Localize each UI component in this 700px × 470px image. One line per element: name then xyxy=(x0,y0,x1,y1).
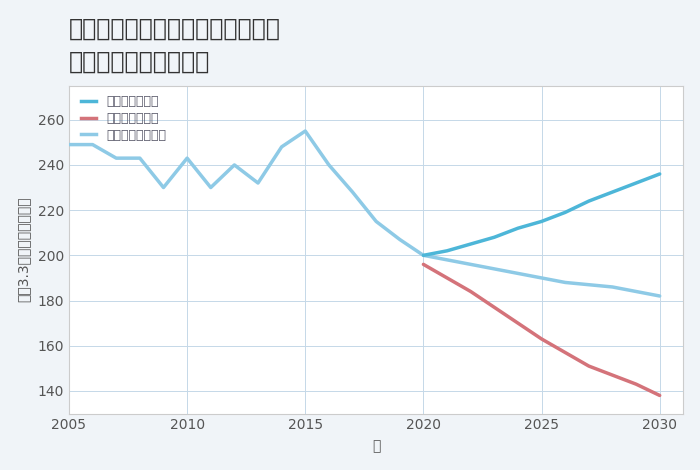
X-axis label: 年: 年 xyxy=(372,439,380,454)
Legend: グッドシナリオ, バッドシナリオ, ノーマルシナリオ: グッドシナリオ, バッドシナリオ, ノーマルシナリオ xyxy=(81,95,167,142)
Y-axis label: 坪（3.3㎡）単価（万円）: 坪（3.3㎡）単価（万円） xyxy=(17,197,31,303)
Text: 神奈川県横浜市都筑区牛久保西の
中古戸建ての価格推移: 神奈川県横浜市都筑区牛久保西の 中古戸建ての価格推移 xyxy=(69,16,281,74)
